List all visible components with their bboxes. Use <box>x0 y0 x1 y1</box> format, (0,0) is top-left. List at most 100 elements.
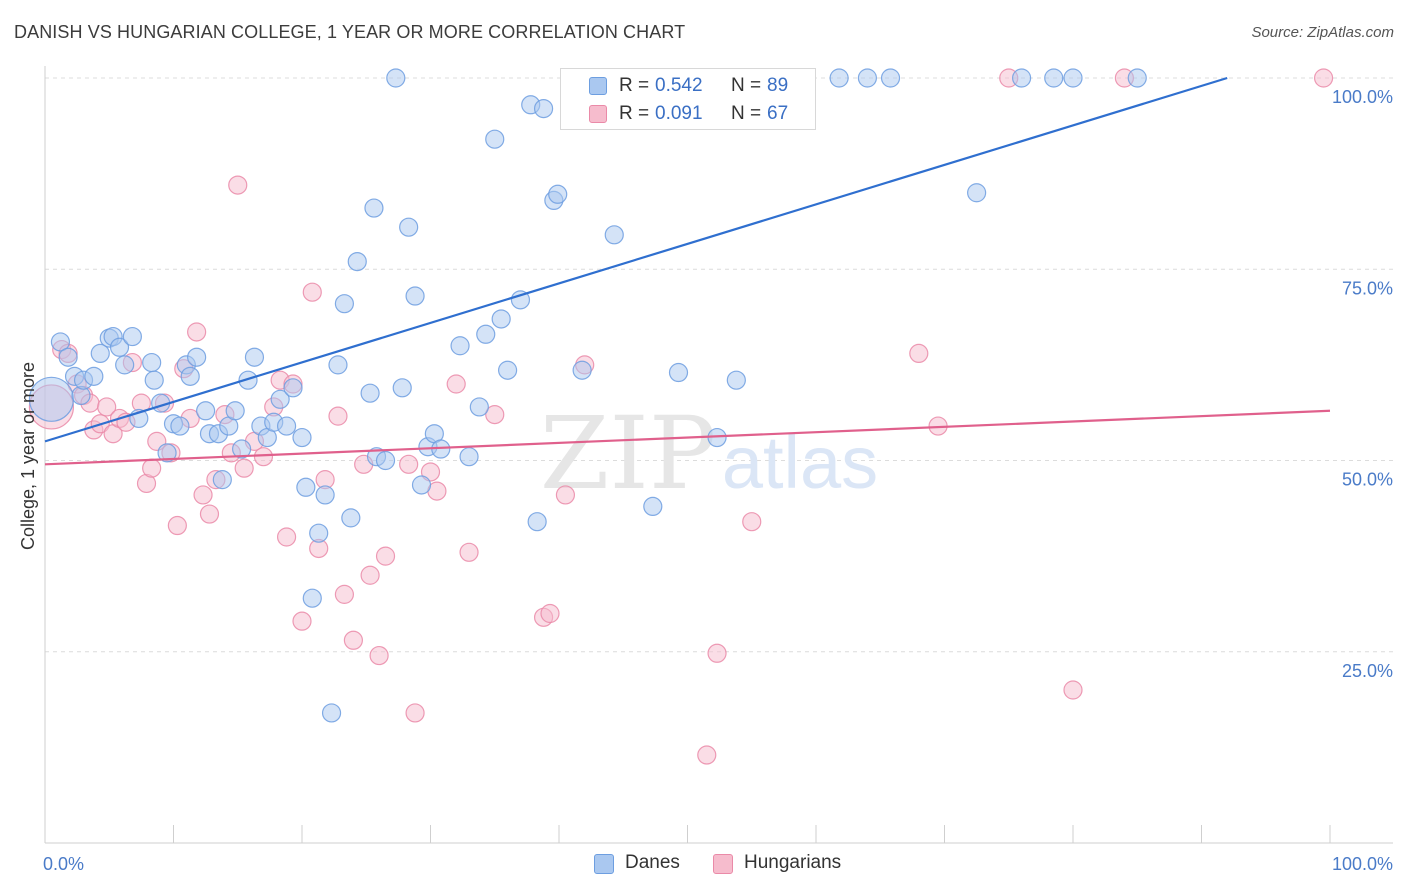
hungarians-point <box>343 630 363 650</box>
danes-point <box>109 337 130 357</box>
danes-point <box>212 470 232 490</box>
danes-point <box>321 703 342 723</box>
danes-point <box>347 252 367 272</box>
danes-point <box>238 370 258 390</box>
danes-n-label: N = <box>731 75 762 96</box>
danes-point <box>58 347 78 367</box>
danes-point <box>527 512 547 532</box>
hungarians-point <box>909 343 929 363</box>
danes-point <box>405 286 425 306</box>
danes-point <box>302 588 322 608</box>
danes-point <box>244 347 265 367</box>
hungarians-swatch <box>589 105 607 123</box>
danes-point <box>232 439 252 459</box>
danes-point <box>411 475 432 495</box>
danes-point <box>270 389 290 409</box>
hungarians-point <box>142 458 162 478</box>
hungarians-point <box>302 282 322 302</box>
hungarians-point <box>228 175 248 195</box>
hungarians-trend-line <box>44 409 1331 466</box>
danes-point <box>399 217 419 237</box>
danes-point <box>491 309 511 329</box>
danes-point <box>726 370 746 390</box>
danes-point <box>341 508 361 528</box>
danes-point <box>572 360 592 380</box>
danes-point <box>459 447 479 467</box>
hungarians-point <box>707 643 727 663</box>
hungarians-point <box>459 542 479 562</box>
danes-point <box>283 378 303 398</box>
hungarians-r-label: R = <box>619 103 650 124</box>
hungarians-point <box>292 611 312 631</box>
hungarians-point <box>485 405 505 425</box>
chart-source: Source: ZipAtlas.com <box>1251 24 1394 41</box>
hungarians-point <box>276 527 297 547</box>
danes-point <box>225 401 245 421</box>
danes-point <box>533 98 554 119</box>
hungarians-point <box>369 645 389 666</box>
danes-point <box>157 443 177 463</box>
danes-point <box>144 370 164 390</box>
bottom-danes-swatch <box>594 854 614 874</box>
danes-point <box>967 183 987 203</box>
y-tick-label: 50.0% <box>1342 470 1393 490</box>
danes-r-label: R = <box>619 75 650 96</box>
hungarians-point <box>420 462 441 482</box>
danes-point <box>292 427 312 448</box>
danes-point <box>142 352 162 373</box>
hungarians-point <box>375 546 396 566</box>
hungarians-point <box>446 374 466 394</box>
danes-point <box>829 68 849 88</box>
danes-point <box>196 401 216 421</box>
bottom-danes-label: Danes <box>625 852 680 873</box>
hungarians-point <box>199 504 220 524</box>
hungarians-point <box>234 458 254 478</box>
danes-n-value: 89 <box>767 75 789 96</box>
danes-point <box>476 324 496 344</box>
hungarians-point <box>405 703 425 723</box>
danes-point <box>364 198 384 218</box>
danes-point <box>643 496 663 516</box>
danes-point <box>90 343 110 363</box>
danes-trend-line <box>44 76 1228 443</box>
bottom-hungarians-swatch <box>713 854 733 874</box>
legend-row-hungarians: R = 0.091 N = 67 <box>561 100 815 128</box>
x-tick-label-max: 100.0% <box>1332 854 1393 874</box>
bottom-hungarians-label: Hungarians <box>744 852 842 873</box>
danes-r-value: 0.542 <box>655 75 703 96</box>
trend-lines <box>44 76 1331 466</box>
danes-point <box>328 355 348 375</box>
danes-point <box>315 485 335 505</box>
danes-point <box>1127 68 1147 88</box>
danes-point <box>50 332 71 352</box>
hungarians-point <box>1313 68 1334 88</box>
hungarians-point <box>399 454 419 474</box>
legend-row-danes: R = 0.542 N = 89 <box>561 72 815 100</box>
hungarians-n-value: 67 <box>767 103 789 124</box>
x-tick-label-min: 0.0% <box>43 854 84 874</box>
hungarians-point <box>360 565 380 585</box>
hungarians-point <box>334 584 355 604</box>
hungarians-point <box>97 397 117 417</box>
hungarians-n-label: N = <box>731 103 762 124</box>
danes-point <box>386 68 406 88</box>
danes-point <box>668 362 689 383</box>
tick-labels: 25.0% 50.0% 75.0% 100.0% 0.0% 100.0% <box>43 87 1393 874</box>
danes-point <box>498 360 518 380</box>
stats-legend: R = 0.542 N = 89 R = 0.091 N = 67 <box>560 68 816 130</box>
axis-layer <box>44 66 1393 844</box>
hungarians-point <box>167 515 187 536</box>
hungarians-r-value: 0.091 <box>655 103 703 124</box>
danes-point <box>170 416 190 436</box>
danes-point <box>122 326 142 347</box>
hungarians-point <box>253 447 274 467</box>
danes-point <box>180 366 200 386</box>
danes-point <box>548 184 568 204</box>
hungarians-point <box>187 322 207 342</box>
hungarians-point <box>742 512 762 532</box>
danes-point <box>450 336 470 356</box>
danes-point <box>1063 68 1083 88</box>
danes-point <box>1044 68 1064 88</box>
danes-point <box>187 347 207 367</box>
